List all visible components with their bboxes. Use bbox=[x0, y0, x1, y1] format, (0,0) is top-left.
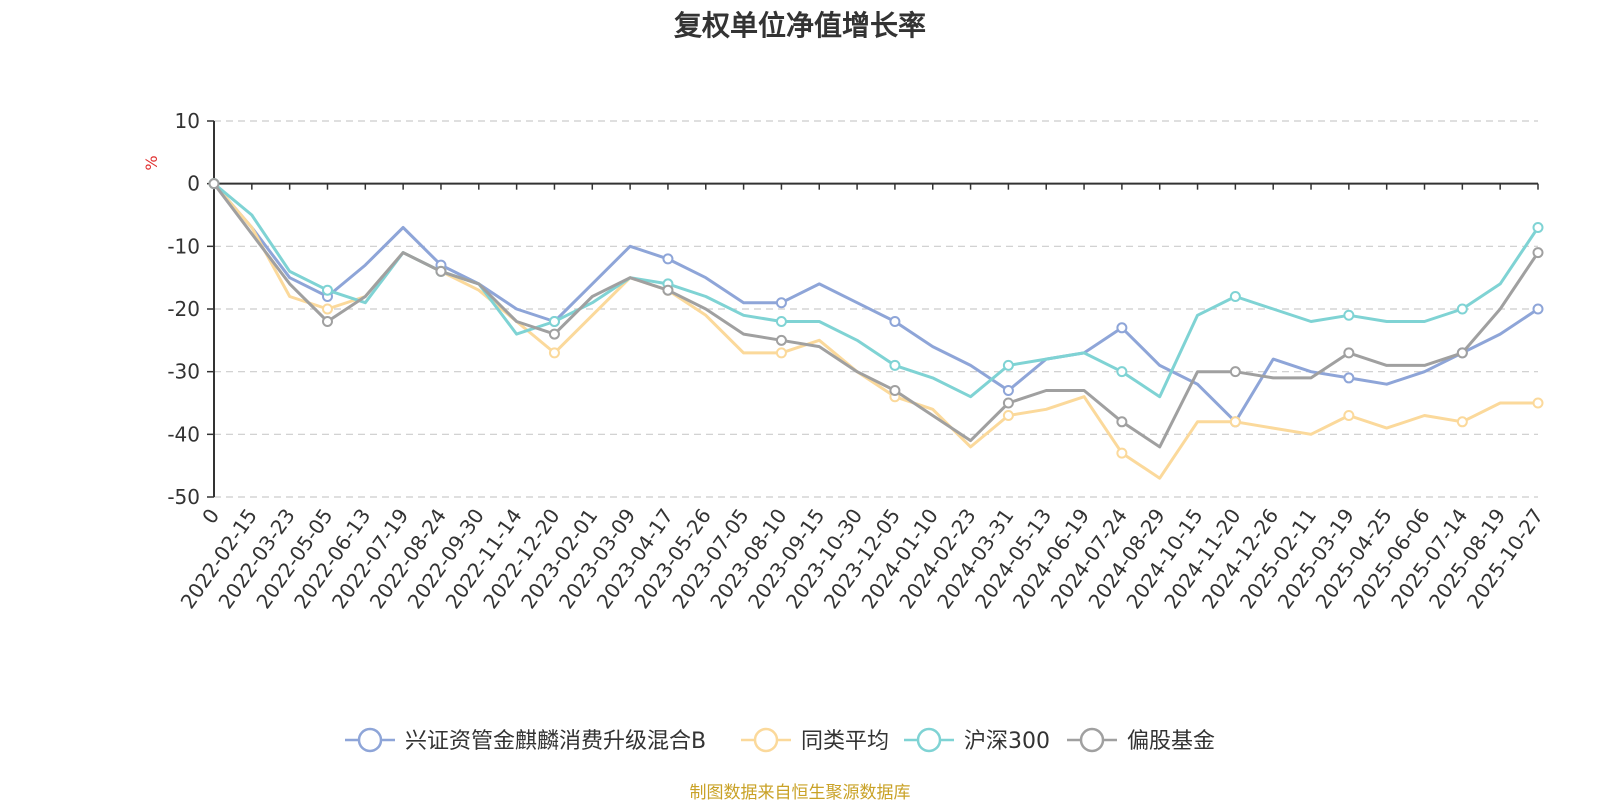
data-point bbox=[1532, 303, 1544, 315]
chart-title: 复权单位净值增长率 bbox=[673, 9, 926, 42]
data-point bbox=[1343, 410, 1355, 422]
legend-item-2[interactable]: 沪深300 bbox=[904, 727, 1050, 754]
y-tick-label: 0 bbox=[187, 172, 200, 196]
y-tick-label: -30 bbox=[167, 360, 200, 384]
data-point bbox=[1343, 347, 1355, 359]
data-point bbox=[1002, 359, 1014, 371]
y-axis-unit: % bbox=[142, 155, 161, 170]
data-point bbox=[321, 316, 333, 328]
legend-label: 同类平均 bbox=[801, 729, 889, 754]
legend-circle-icon bbox=[916, 727, 942, 753]
x-tick-label: 0 bbox=[197, 504, 224, 528]
data-point bbox=[1229, 366, 1241, 378]
data-point bbox=[1116, 366, 1128, 378]
legend-label: 兴证资管金麒麟消费升级混合B bbox=[405, 729, 706, 754]
legend-circle-icon bbox=[753, 727, 779, 753]
data-point bbox=[775, 316, 787, 328]
data-point bbox=[1532, 222, 1544, 234]
data-point bbox=[775, 347, 787, 359]
data-point bbox=[889, 316, 901, 328]
legend-item-1[interactable]: 同类平均 bbox=[741, 727, 889, 754]
legend-label: 偏股基金 bbox=[1127, 729, 1215, 754]
data-point bbox=[321, 303, 333, 315]
data-point bbox=[1002, 410, 1014, 422]
source-note: 制图数据来自恒生聚源数据库 bbox=[689, 783, 911, 800]
data-point bbox=[1229, 290, 1241, 302]
grid-layer bbox=[214, 120, 1538, 498]
y-tick-label: -50 bbox=[167, 485, 200, 509]
data-point bbox=[1002, 397, 1014, 409]
data-point bbox=[548, 347, 560, 359]
series-layer bbox=[208, 178, 1544, 480]
data-point bbox=[662, 284, 674, 296]
data-point bbox=[1116, 322, 1128, 334]
data-point bbox=[1343, 309, 1355, 321]
data-point bbox=[1116, 416, 1128, 428]
legend-item-0[interactable]: 兴证资管金麒麟消费升级混合B bbox=[345, 727, 706, 754]
data-point bbox=[435, 265, 447, 277]
series-line-2 bbox=[213, 182, 1540, 399]
data-point bbox=[1532, 397, 1544, 409]
data-point bbox=[548, 328, 560, 340]
data-point bbox=[775, 334, 787, 346]
data-point bbox=[1456, 303, 1468, 315]
legend[interactable]: 兴证资管金麒麟消费升级混合B 同类平均 沪深300 偏股基金 bbox=[345, 727, 1215, 754]
legend-item-3[interactable]: 偏股基金 bbox=[1067, 727, 1215, 754]
data-point bbox=[889, 384, 901, 396]
legend-circle-icon bbox=[1079, 727, 1105, 753]
y-tick-label: -40 bbox=[167, 422, 200, 446]
data-point bbox=[889, 359, 901, 371]
y-tick-label: -10 bbox=[167, 234, 200, 258]
data-point bbox=[1116, 447, 1128, 459]
data-point bbox=[1532, 247, 1544, 259]
data-point bbox=[1002, 384, 1014, 396]
data-point bbox=[208, 178, 220, 190]
y-tick-label: 10 bbox=[175, 109, 200, 133]
data-point bbox=[1456, 416, 1468, 428]
y-tick-label: -20 bbox=[167, 297, 200, 321]
series-line-0 bbox=[212, 182, 1539, 424]
data-point bbox=[321, 284, 333, 296]
data-point bbox=[548, 316, 560, 328]
legend-circle-icon bbox=[357, 727, 383, 753]
data-point bbox=[662, 253, 674, 265]
data-point bbox=[1343, 372, 1355, 384]
series-line-3 bbox=[212, 182, 1540, 449]
legend-label: 沪深300 bbox=[964, 729, 1050, 754]
data-point bbox=[1229, 416, 1241, 428]
data-point bbox=[1456, 347, 1468, 359]
data-point bbox=[775, 297, 787, 309]
